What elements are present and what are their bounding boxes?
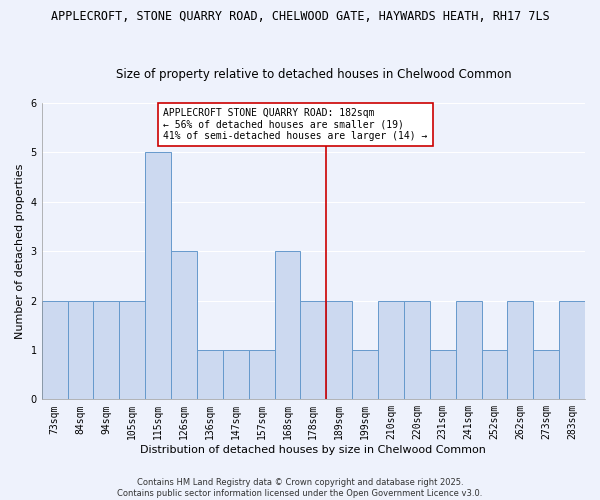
Bar xyxy=(145,152,171,400)
Bar xyxy=(197,350,223,400)
Y-axis label: Number of detached properties: Number of detached properties xyxy=(15,164,25,339)
Bar xyxy=(533,350,559,400)
Title: Size of property relative to detached houses in Chelwood Common: Size of property relative to detached ho… xyxy=(116,68,511,81)
Bar xyxy=(41,300,68,400)
X-axis label: Distribution of detached houses by size in Chelwood Common: Distribution of detached houses by size … xyxy=(140,445,486,455)
Bar xyxy=(119,300,145,400)
Bar xyxy=(352,350,378,400)
Text: APPLECROFT, STONE QUARRY ROAD, CHELWOOD GATE, HAYWARDS HEATH, RH17 7LS: APPLECROFT, STONE QUARRY ROAD, CHELWOOD … xyxy=(50,10,550,23)
Bar xyxy=(68,300,94,400)
Bar xyxy=(404,300,430,400)
Text: APPLECROFT STONE QUARRY ROAD: 182sqm
← 56% of detached houses are smaller (19)
4: APPLECROFT STONE QUARRY ROAD: 182sqm ← 5… xyxy=(163,108,428,141)
Bar xyxy=(430,350,455,400)
Bar xyxy=(508,300,533,400)
Bar xyxy=(171,251,197,400)
Bar xyxy=(482,350,508,400)
Bar xyxy=(455,300,482,400)
Bar xyxy=(223,350,248,400)
Bar xyxy=(94,300,119,400)
Bar xyxy=(326,300,352,400)
Bar xyxy=(301,300,326,400)
Bar xyxy=(275,251,301,400)
Bar xyxy=(559,300,585,400)
Bar xyxy=(378,300,404,400)
Text: Contains HM Land Registry data © Crown copyright and database right 2025.
Contai: Contains HM Land Registry data © Crown c… xyxy=(118,478,482,498)
Bar xyxy=(248,350,275,400)
